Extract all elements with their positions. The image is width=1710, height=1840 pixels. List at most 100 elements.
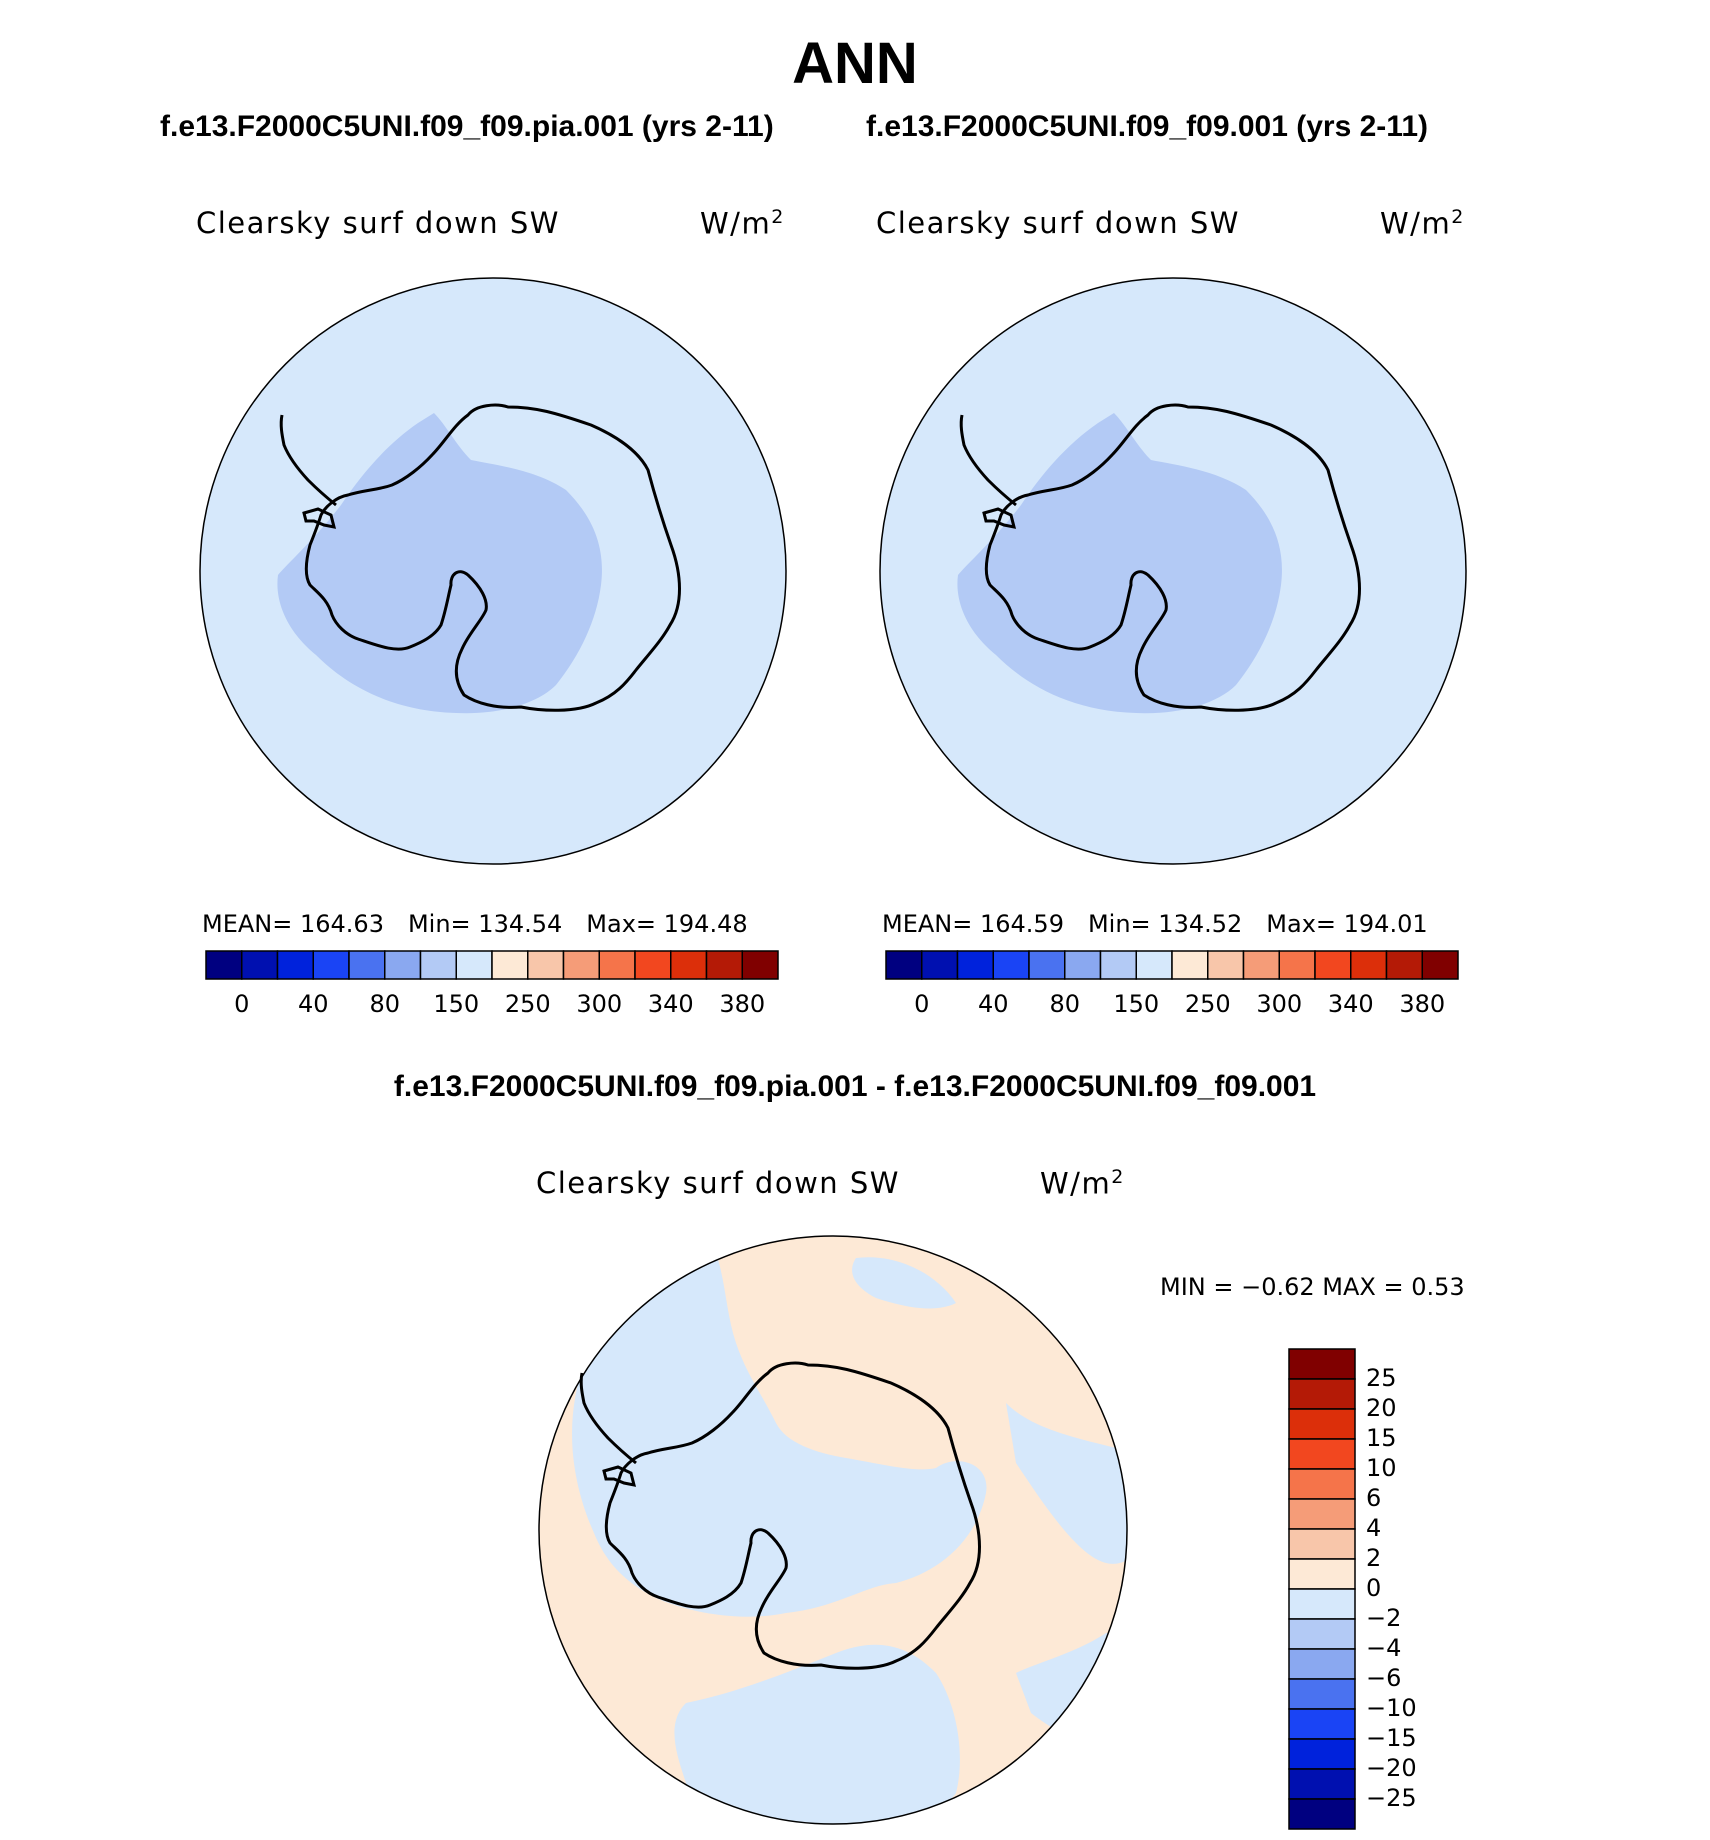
panel2-max: Max= 194.01 [1266,910,1428,938]
panel1-map [199,277,787,865]
panel1-colorbar-box [205,950,243,980]
panel2-colorbar-tick-label: 380 [1399,990,1446,1018]
diff-colorbar-tick-label: −6 [1366,1664,1402,1692]
panel1-colorbar-tick-label: 40 [297,990,329,1018]
panel2-colorbar-tick-label: 150 [1113,990,1160,1018]
diff-colorbar-box [1288,1648,1356,1680]
diff-colorbar-tick-label: 0 [1366,1574,1382,1602]
diff-variable-label: Clearsky surf down SW [536,1166,900,1200]
diff-map [538,1235,1128,1825]
panel1-colorbar-box [276,950,314,980]
panel2-colorbar-tick-label: 300 [1256,990,1303,1018]
panel1-colorbar-box [634,950,672,980]
panel1-colorbar-tick-label: 0 [234,990,250,1018]
panel2-variable-label: Clearsky surf down SW [876,206,1240,240]
panel2-colorbar-tick-label: 340 [1327,990,1374,1018]
panel1-max: Max= 194.48 [586,910,748,938]
diff-colorbar-tick-label: −10 [1366,1694,1417,1722]
panel2-colorbar-box [1207,950,1245,980]
panel1-colorbar-box [598,950,636,980]
diff-colorbar-tick-label: 10 [1366,1454,1397,1482]
panel2-colorbar-box [885,950,923,980]
panel1-stats: MEAN= 164.63 Min= 134.54 Max= 194.48 [202,910,772,938]
panel1-colorbar-tick-label: 340 [647,990,694,1018]
panel1-colorbar-tick-label: 380 [719,990,766,1018]
diff-colorbar-box [1288,1498,1356,1530]
panel2-map [879,277,1467,865]
diff-colorbar-box [1288,1768,1356,1800]
diff-colorbar-tick-label: 25 [1366,1364,1397,1392]
panel1-units-label: W/m2 [700,206,785,241]
panel1-colorbar-tick-label: 80 [369,990,401,1018]
diff-colorbar-box [1288,1408,1356,1440]
panel1-ice-shelf [302,507,337,529]
panel1-variable-label: Clearsky surf down SW [196,206,560,240]
panel2-ice-shelf [982,507,1017,529]
panel1-colorbar-box [670,950,708,980]
panel1-colorbar-labels: 0 40 80 150 250 300 340 380 [206,990,778,1020]
panel1-peninsula [279,414,337,507]
panel2-colorbar-tick-label: 0 [914,990,930,1018]
diff-case-title: f.e13.F2000C5UNI.f09_f09.pia.001 - f.e13… [393,1070,1317,1103]
panel1-colorbar-box [705,950,743,980]
diff-colorbar-tick-label: 20 [1366,1394,1397,1422]
panel1-antarctica-coast [304,403,681,712]
panel1-case-title: f.e13.F2000C5UNI.f09_f09.pia.001 (yrs 2-… [160,110,774,143]
diff-colorbar-tick-label: 6 [1366,1484,1382,1512]
panel2-min: Min= 134.52 [1087,910,1243,938]
panel1-colorbar-tick-label: 150 [433,990,480,1018]
panel2-colorbar-tick-label: 40 [977,990,1009,1018]
panel1-colorbar-box [741,950,779,980]
panel1-colorbar [205,950,779,980]
diff-colorbar-labels: 25 20 15 10 6 4 2 0 −2 −4 −6 −10 −15 −20 −25 [1366,1348,1466,1830]
diff-colorbar-tick-label: 4 [1366,1514,1382,1542]
panel2-colorbar-box [1135,950,1173,980]
panel2-colorbar-box [921,950,959,980]
diff-colorbar-box [1288,1348,1356,1380]
panel2-mean: MEAN= 164.59 [882,910,1064,938]
panel2-colorbar-box [1171,950,1209,980]
panel1-colorbar-box [562,950,600,980]
panel2-colorbar-box [992,950,1030,980]
diff-colorbar-tick-label: 15 [1366,1424,1397,1452]
diff-colorbar-box [1288,1708,1356,1740]
diff-colorbar-box [1288,1678,1356,1710]
panel2-antarctica-coast [984,403,1361,712]
figure-title: ANN [792,31,918,96]
panel2-colorbar-box [1099,950,1137,980]
panel2-colorbar-box [1350,950,1388,980]
diff-units-label: W/m2 [1040,1166,1125,1201]
panel2-colorbar-box [1421,950,1459,980]
panel1-colorbar-box [312,950,350,980]
panel1-colorbar-box [527,950,565,980]
panel2-colorbar-box [1064,950,1102,980]
diff-ice-shelf [602,1465,637,1487]
diff-minmax: MIN = −0.62 MAX = 0.53 [1160,1273,1465,1301]
panel1-colorbar-tick-label: 250 [504,990,551,1018]
panel1-colorbar-box [384,950,422,980]
diff-colorbar-box [1288,1468,1356,1500]
panel2-colorbar [885,950,1459,980]
diff-colorbar-tick-label: 2 [1366,1544,1382,1572]
diff-colorbar-box [1288,1438,1356,1470]
diff-colorbar-tick-label: −25 [1366,1784,1417,1812]
panel1-colorbar-box [455,950,493,980]
panel1-mean: MEAN= 164.63 [202,910,384,938]
panel1-colorbar-box [491,950,529,980]
panel2-colorbar-box [956,950,994,980]
diff-colorbar-box [1288,1588,1356,1620]
diff-colorbar-box [1288,1558,1356,1590]
panel1-colorbar-tick-label: 300 [576,990,623,1018]
panel1-colorbar-box [241,950,279,980]
diff-colorbar-box [1288,1738,1356,1770]
diff-colorbar-tick-label: −4 [1366,1634,1402,1662]
diff-colorbar-box [1288,1378,1356,1410]
panel2-colorbar-tick-label: 80 [1049,990,1081,1018]
panel2-units-label: W/m2 [1380,206,1465,241]
panel2-colorbar-box [1028,950,1066,980]
panel2-colorbar-tick-label: 250 [1184,990,1231,1018]
diff-colorbar-tick-label: −20 [1366,1754,1417,1782]
diff-peninsula [579,1372,637,1465]
panel1-colorbar-box [348,950,386,980]
diff-colorbar-tick-label: −15 [1366,1724,1417,1752]
